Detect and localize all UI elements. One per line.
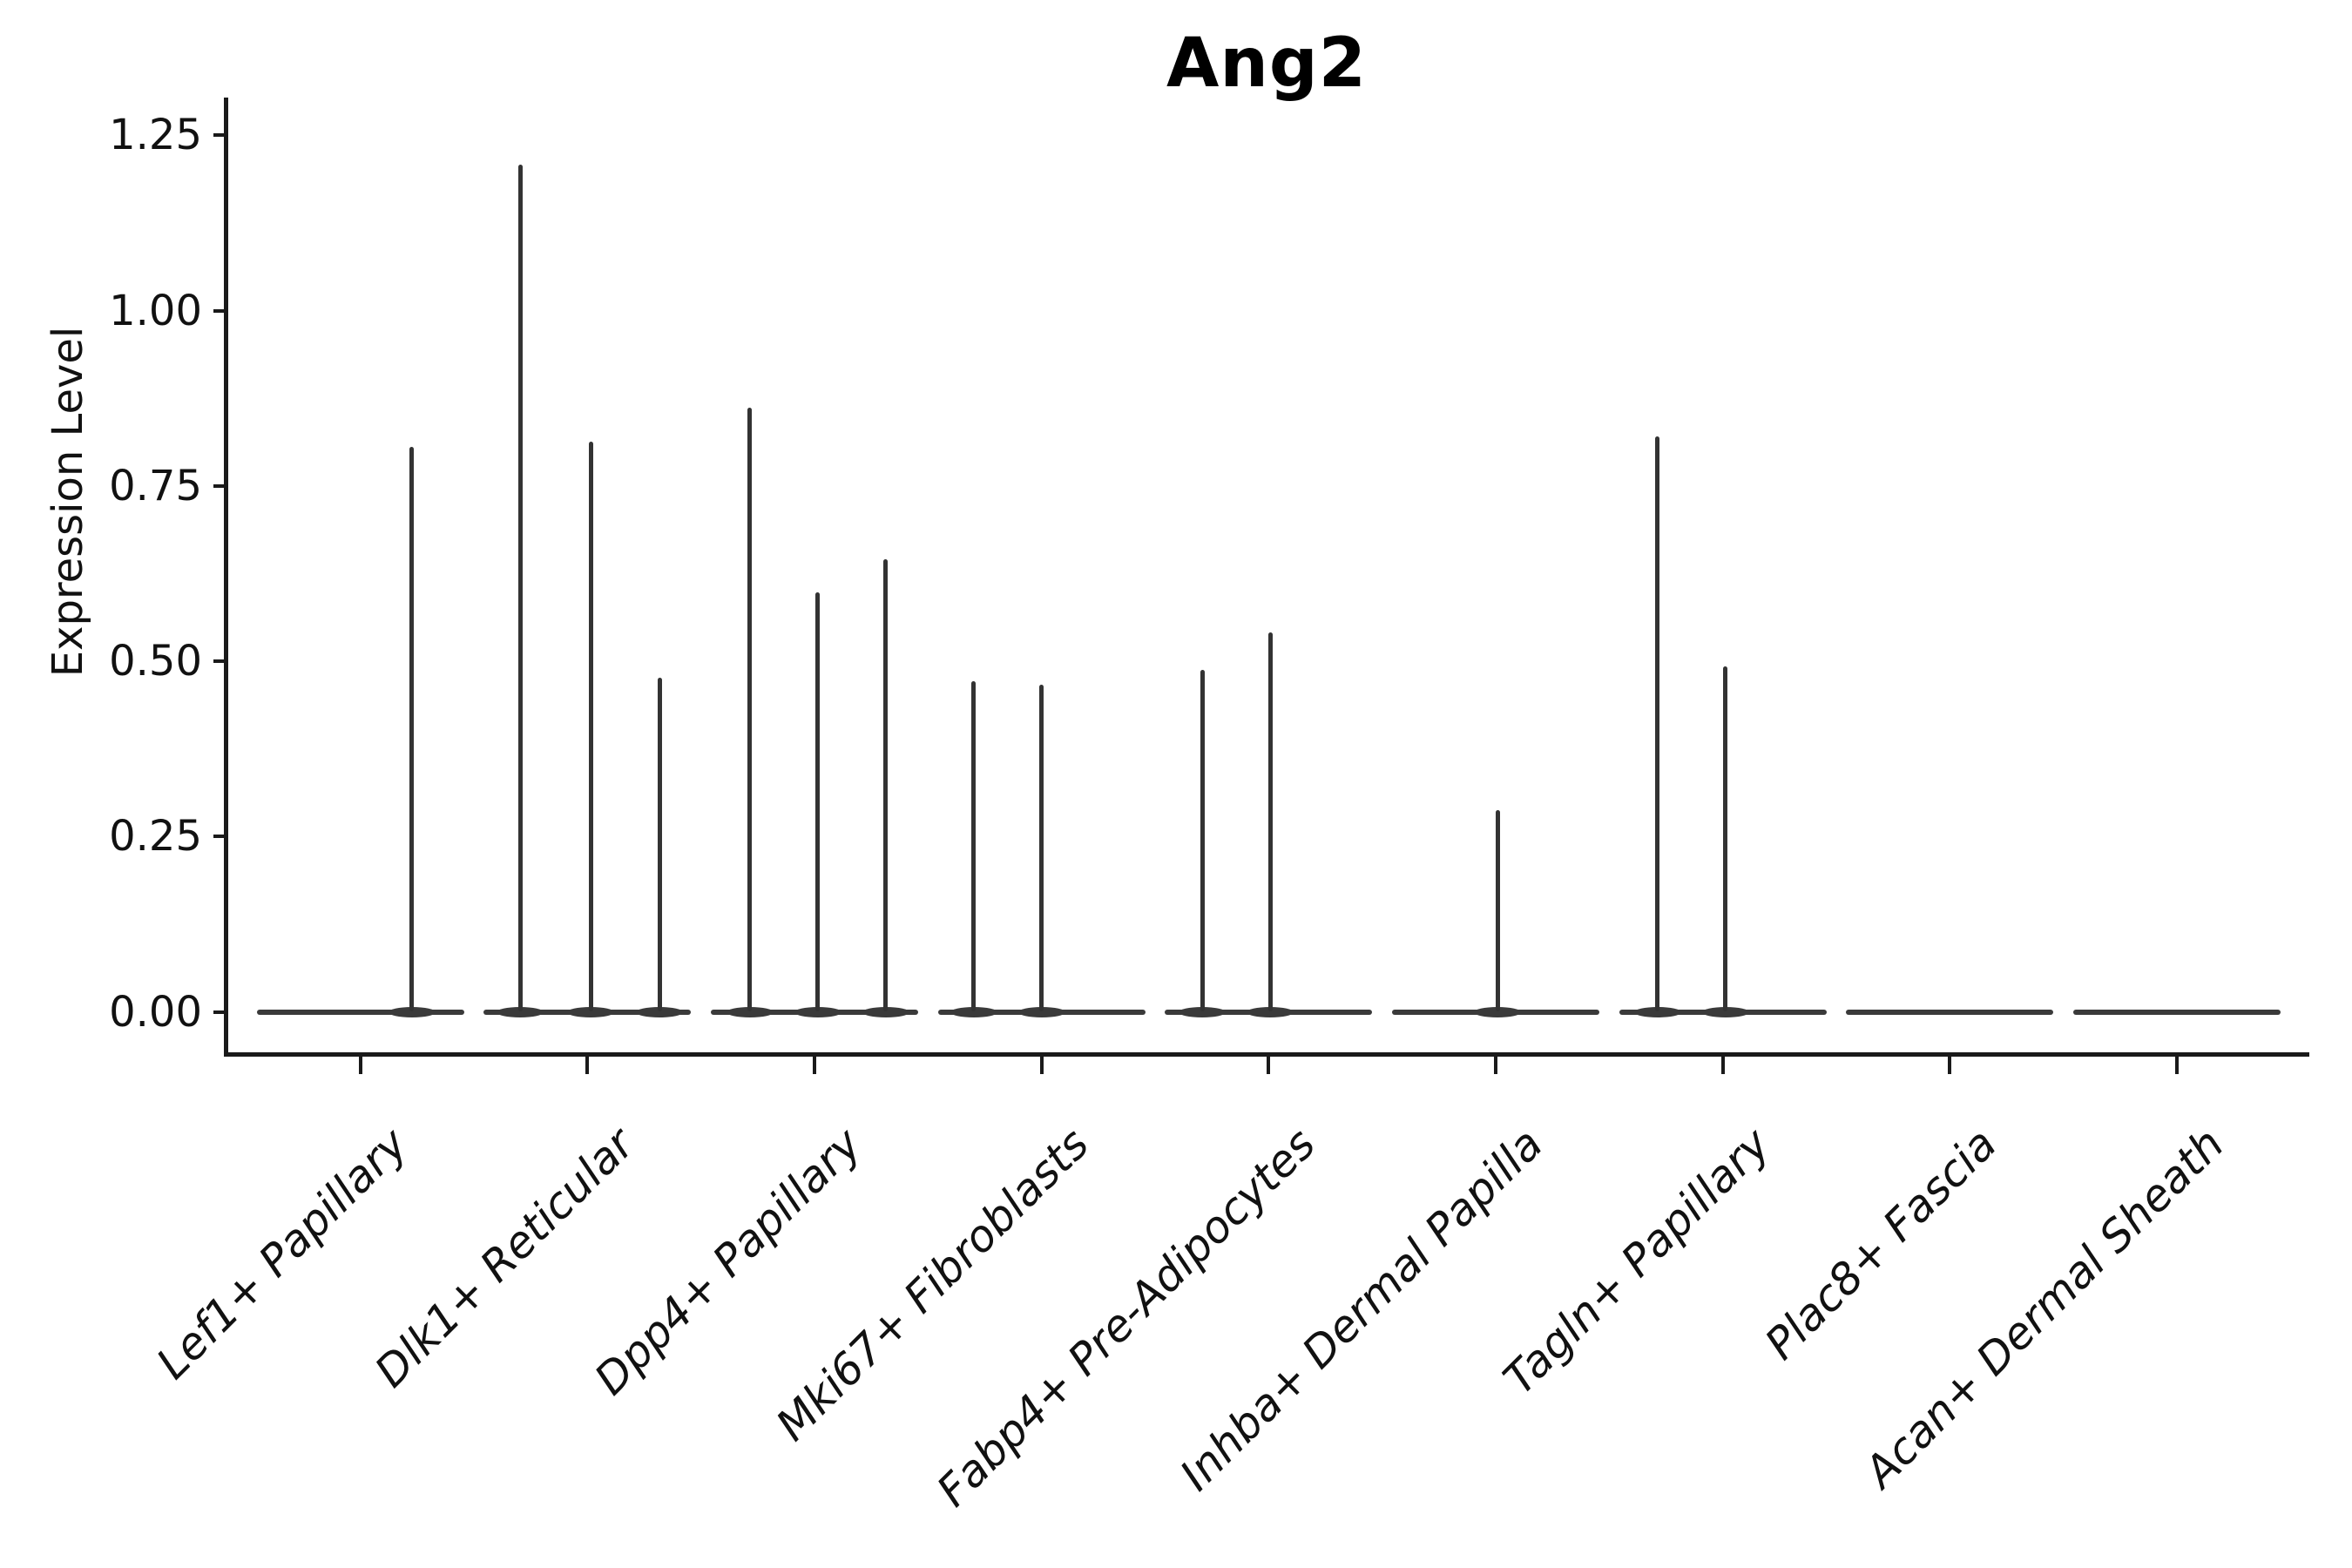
x-tick-label: Acan+ Dermal Sheath	[1855, 1119, 2234, 1497]
x-tick-mark	[1948, 1057, 1952, 1074]
y-tick-label: 0.75	[109, 461, 202, 510]
violin-density-bump	[950, 1006, 997, 1017]
x-tick-label: Lef1+ Papillary	[146, 1119, 417, 1389]
x-tick-mark	[358, 1057, 362, 1074]
violin-baseline	[1846, 1009, 2054, 1015]
violin-density-bump	[497, 1006, 544, 1017]
violin-spike	[657, 677, 662, 1012]
y-tick-label: 1.00	[109, 286, 202, 335]
x-tick-mark	[1494, 1057, 1497, 1074]
x-tick-mark	[585, 1057, 590, 1074]
violin-density-bump	[388, 1006, 436, 1017]
y-tick-mark	[213, 659, 225, 663]
x-tick-mark	[2175, 1057, 2180, 1074]
x-tick-mark	[812, 1057, 816, 1074]
violin-density-bump	[1474, 1006, 1521, 1017]
x-axis-spine	[224, 1052, 2309, 1057]
y-tick-mark	[213, 1010, 225, 1014]
violin-density-bump	[1179, 1006, 1227, 1017]
violin-spike	[1655, 436, 1660, 1012]
y-tick-label: 0.50	[109, 637, 202, 686]
violin-spike	[517, 165, 523, 1012]
violin-density-bump	[1633, 1006, 1681, 1017]
x-tick-label: Inhba+ Dermal Papilla	[1170, 1119, 1553, 1501]
violin-density-bump	[794, 1006, 841, 1017]
violin-spike	[409, 447, 414, 1012]
y-tick-mark	[213, 308, 225, 313]
violin-density-bump	[1017, 1006, 1065, 1017]
y-tick-label: 1.25	[109, 111, 202, 160]
violin-spike	[1723, 666, 1728, 1012]
chart-title: Ang2	[1166, 24, 1367, 103]
violin-spike	[1200, 669, 1205, 1012]
violin-density-bump	[636, 1006, 684, 1017]
x-tick-mark	[1039, 1057, 1044, 1074]
y-tick-mark	[213, 483, 225, 488]
violin-spike	[1267, 632, 1273, 1012]
violin-density-bump	[726, 1006, 774, 1017]
violin-baseline	[256, 1009, 464, 1015]
x-tick-label: Fabp4+ Pre-Adipocytes	[927, 1119, 1326, 1517]
y-axis-spine	[224, 98, 228, 1056]
violin-baseline	[2073, 1009, 2281, 1015]
y-tick-mark	[213, 133, 225, 138]
violin-spike	[883, 559, 889, 1012]
x-tick-mark	[1720, 1057, 1725, 1074]
x-tick-label: Plac8+ Fascia	[1755, 1119, 2007, 1369]
y-tick-mark	[213, 835, 225, 839]
violin-density-bump	[862, 1006, 909, 1017]
violin-density-bump	[567, 1006, 615, 1017]
violin-density-bump	[1701, 1006, 1749, 1017]
violin-spike	[1495, 809, 1500, 1012]
violin-spike	[971, 681, 977, 1012]
violin-spike	[1039, 685, 1044, 1012]
y-tick-label: 0.00	[109, 987, 202, 1037]
violin-spike	[815, 592, 821, 1012]
x-tick-mark	[1267, 1057, 1271, 1074]
violin-density-bump	[1247, 1006, 1294, 1017]
violin-spike	[747, 407, 753, 1012]
violin-spike	[588, 442, 593, 1012]
y-tick-label: 0.25	[109, 812, 202, 862]
